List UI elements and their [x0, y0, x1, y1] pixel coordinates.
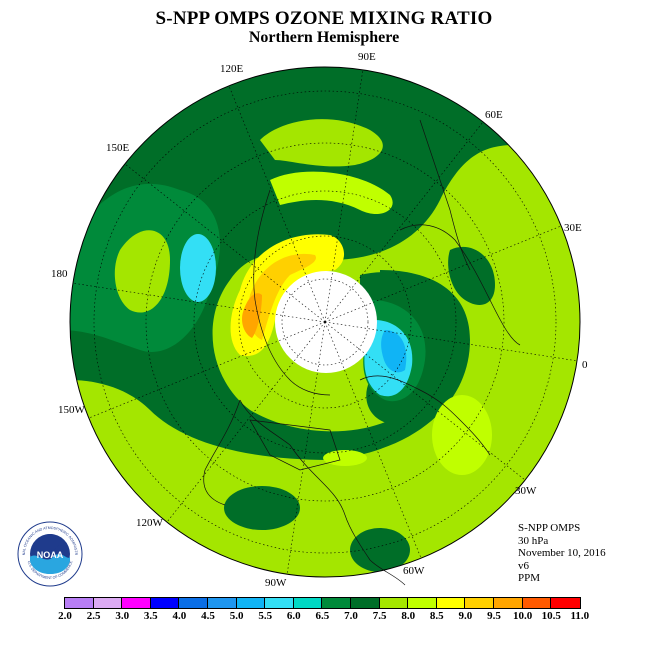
lon-label-180: 180 — [51, 268, 68, 280]
colorbar-tick-label: 10.5 — [541, 610, 561, 622]
field-9p0-max — [248, 253, 316, 340]
colorbar-swatch — [436, 598, 466, 608]
lon-label-90e: 90E — [358, 51, 376, 63]
info-date: November 10, 2016 — [518, 547, 606, 559]
colorbar-tick-label: 4.0 — [172, 610, 187, 622]
colorbar-tick-label: 9.0 — [458, 610, 473, 622]
lon-label-120w: 120W — [136, 517, 163, 529]
field-7p0-ring — [70, 70, 560, 460]
info-version: v6 — [518, 559, 529, 572]
colorbar-swatch — [179, 598, 208, 608]
colorbar-tick-label: 9.5 — [487, 610, 501, 622]
lon-label-0: 0 — [582, 359, 588, 371]
lon-label-120e: 120E — [220, 63, 244, 75]
lon-label-60w: 60W — [403, 565, 425, 577]
field-8p0-north — [270, 171, 393, 215]
field-7p0-30e — [448, 246, 495, 305]
lon-label-150w: 150W — [58, 404, 85, 416]
info-units: PPM — [518, 572, 541, 584]
coast-eurasia — [399, 224, 521, 346]
colorbar-tick-label: 8.0 — [401, 610, 416, 622]
colorbar-tick-label: 11.0 — [570, 610, 590, 622]
colorbar-swatch — [408, 598, 437, 608]
colorbar-tick-label: 4.5 — [201, 610, 215, 622]
field-8p0-atlantic — [432, 395, 492, 475]
colorbar-tick-label: 6.0 — [286, 610, 301, 622]
colorbar-swatch — [65, 598, 94, 608]
map-subtitle: Northern Hemisphere — [248, 29, 400, 46]
colorbar-swatch — [522, 598, 552, 608]
colorbar-tick-label: 10.0 — [512, 610, 533, 622]
colorbar-tick-label: 3.0 — [115, 610, 130, 622]
colorbar-swatch — [379, 598, 409, 608]
info-instrument: S-NPP OMPS — [518, 522, 581, 534]
coast-pacific-rim — [253, 189, 331, 396]
colorbar-swatch — [207, 598, 237, 608]
colorbar-swatch — [551, 598, 580, 608]
lon-label-60e: 60E — [485, 109, 503, 121]
graticule — [71, 68, 579, 576]
colorbar-swatch — [122, 598, 151, 608]
field-7p0-atlantic-south — [350, 528, 410, 572]
field-5p5-west — [180, 234, 216, 302]
colorbar-tick-label: 7.0 — [344, 610, 358, 622]
lon-label-30e: 30E — [564, 222, 582, 234]
colorbar-swatch — [493, 598, 523, 608]
colorbar-swatch — [150, 598, 180, 608]
colorbar-tick-label: 8.5 — [429, 610, 444, 622]
colorbar-tick-label: 3.5 — [143, 610, 158, 622]
coast-americas-west — [203, 399, 241, 506]
field-7p0-pacific-south — [224, 486, 300, 530]
colorbar-tick-label: 5.0 — [229, 610, 244, 622]
coast-asia-east — [419, 119, 471, 271]
colorbar-swatch — [265, 598, 294, 608]
globe-outline — [69, 66, 581, 578]
colorbar-swatch — [350, 598, 380, 608]
colorbar-swatch — [236, 598, 266, 608]
ozone-field — [70, 67, 580, 577]
map-title: S-NPP OMPS OZONE MIXING RATIO — [155, 8, 493, 29]
coast-usa — [249, 419, 341, 471]
field-7p5-north-cap — [260, 119, 383, 167]
colorbar-swatch — [293, 598, 323, 608]
noaa-logo-text: NOAA — [37, 550, 64, 560]
colorbar — [64, 597, 581, 609]
colorbar-tick-label: 7.5 — [372, 610, 387, 622]
lon-label-150e: 150E — [106, 142, 130, 154]
field-9p5-max — [242, 293, 262, 338]
colorbar-swatch — [322, 598, 351, 608]
colorbar-tick-label: 5.5 — [258, 610, 273, 622]
info-level: 30 hPa — [518, 534, 549, 547]
noaa-logo: NOAA NATIONAL OCEANIC AND ATMOSPHERIC AD… — [17, 521, 83, 587]
field-7p5-inner — [114, 230, 170, 313]
coast-greenland-europe — [359, 375, 491, 456]
colorbar-swatch — [93, 598, 123, 608]
product-info: S-NPP OMPS 30 hPa November 10, 2016 v6 P… — [518, 522, 606, 585]
coast-americas-east — [239, 399, 406, 586]
field-5p0-east — [381, 330, 407, 373]
lon-label-90w: 90W — [265, 577, 287, 589]
coastlines — [203, 119, 521, 586]
lon-label-30w: 30W — [515, 485, 537, 497]
colorbar-tick-label: 2.0 — [58, 610, 72, 622]
colorbar-tick-label: 2.5 — [86, 610, 101, 622]
field-8p0-gulf — [323, 450, 367, 466]
colorbar-tick-label: 6.5 — [315, 610, 330, 622]
colorbar-swatch — [465, 598, 494, 608]
